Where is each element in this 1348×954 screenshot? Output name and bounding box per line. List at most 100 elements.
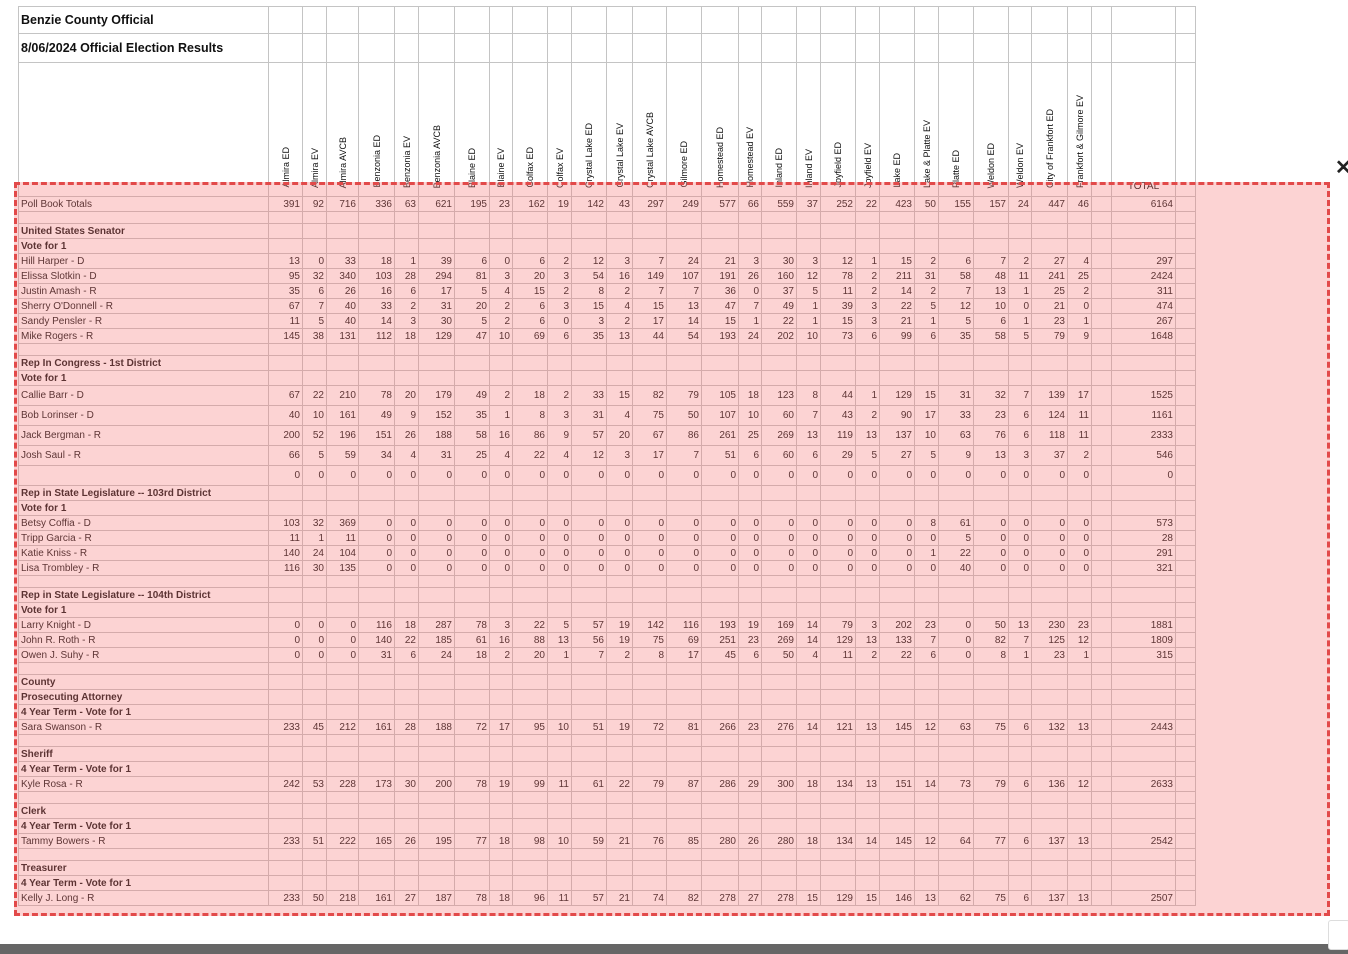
- vote-count-cell[interactable]: 82: [666, 890, 702, 906]
- vote-count-cell[interactable]: 212: [326, 719, 359, 735]
- vote-count-cell[interactable]: 7: [973, 253, 1009, 269]
- empty-cell[interactable]: [796, 211, 821, 224]
- empty-cell[interactable]: [454, 860, 490, 876]
- empty-cell[interactable]: [268, 6, 303, 34]
- empty-cell[interactable]: [738, 485, 762, 501]
- vote-count-cell[interactable]: 0: [1031, 545, 1068, 561]
- vote-count-cell[interactable]: 280: [761, 833, 797, 849]
- empty-cell[interactable]: [1175, 385, 1196, 406]
- empty-cell[interactable]: [761, 485, 797, 501]
- empty-cell[interactable]: [358, 485, 395, 501]
- vote-count-cell[interactable]: 137: [1031, 833, 1068, 849]
- empty-cell[interactable]: [879, 761, 915, 777]
- empty-cell[interactable]: [1067, 734, 1092, 747]
- vote-count-cell[interactable]: 7: [914, 632, 939, 648]
- empty-cell[interactable]: [666, 662, 702, 675]
- vote-count-cell[interactable]: 18: [489, 890, 513, 906]
- empty-cell[interactable]: [632, 485, 667, 501]
- precinct-header-cell[interactable]: Benzonia AVCB: [418, 62, 455, 197]
- empty-cell[interactable]: [418, 33, 455, 63]
- empty-cell[interactable]: [666, 674, 702, 690]
- vote-count-cell[interactable]: 43: [820, 405, 856, 426]
- empty-cell[interactable]: [1008, 587, 1032, 603]
- vote-count-cell[interactable]: 22: [879, 298, 915, 314]
- empty-cell[interactable]: [547, 791, 572, 804]
- empty-cell[interactable]: [632, 33, 667, 63]
- vote-count-cell[interactable]: 10: [302, 405, 327, 426]
- empty-cell[interactable]: [1008, 746, 1032, 762]
- vote-count-cell[interactable]: 18: [796, 776, 821, 792]
- vote-count-cell[interactable]: 5: [454, 313, 490, 329]
- vote-count-cell[interactable]: 66: [268, 445, 303, 466]
- empty-cell[interactable]: [1111, 485, 1176, 501]
- empty-cell[interactable]: [547, 860, 572, 876]
- empty-cell[interactable]: [512, 761, 548, 777]
- vote-count-cell[interactable]: 0: [418, 530, 455, 546]
- empty-cell[interactable]: [1091, 355, 1112, 371]
- vote-count-cell[interactable]: 0: [973, 560, 1009, 576]
- empty-cell[interactable]: [571, 343, 607, 356]
- precinct-header-cell[interactable]: Joyfield EV: [855, 62, 880, 197]
- empty-cell[interactable]: [738, 238, 762, 254]
- empty-cell[interactable]: [820, 689, 856, 705]
- vote-count-cell[interactable]: 14: [358, 313, 395, 329]
- empty-cell[interactable]: [358, 238, 395, 254]
- empty-cell[interactable]: [268, 734, 303, 747]
- empty-cell[interactable]: [1091, 575, 1112, 588]
- empty-cell[interactable]: [973, 848, 1009, 861]
- vote-count-cell[interactable]: 73: [820, 328, 856, 344]
- empty-cell[interactable]: [973, 818, 1009, 834]
- empty-cell[interactable]: [879, 662, 915, 675]
- sheet-title[interactable]: Benzie County Official: [18, 6, 269, 34]
- vote-count-cell[interactable]: 99: [879, 328, 915, 344]
- empty-cell[interactable]: [1091, 530, 1112, 546]
- vote-count-cell[interactable]: 30: [302, 560, 327, 576]
- vote-count-cell[interactable]: 32: [302, 515, 327, 531]
- empty-cell[interactable]: [1111, 803, 1176, 819]
- empty-cell[interactable]: [973, 6, 1009, 34]
- candidate-label[interactable]: Sara Swanson - R: [18, 719, 269, 735]
- vote-count-cell[interactable]: 11: [268, 530, 303, 546]
- empty-cell[interactable]: [1111, 818, 1176, 834]
- empty-cell[interactable]: [358, 761, 395, 777]
- empty-cell[interactable]: [512, 223, 548, 239]
- empty-cell[interactable]: [394, 689, 419, 705]
- vote-count-cell[interactable]: 140: [268, 545, 303, 561]
- empty-cell[interactable]: [418, 875, 455, 891]
- vote-count-cell[interactable]: 12: [938, 298, 974, 314]
- empty-cell[interactable]: [1175, 33, 1196, 63]
- empty-cell[interactable]: [914, 602, 939, 618]
- empty-cell[interactable]: [571, 355, 607, 371]
- empty-cell[interactable]: [547, 33, 572, 63]
- empty-cell[interactable]: [1175, 425, 1196, 446]
- vote-count-cell[interactable]: 0: [1008, 545, 1032, 561]
- empty-cell[interactable]: [796, 860, 821, 876]
- empty-cell[interactable]: [701, 211, 739, 224]
- empty-cell[interactable]: [938, 860, 974, 876]
- empty-cell[interactable]: [796, 818, 821, 834]
- empty-cell[interactable]: [358, 746, 395, 762]
- empty-cell[interactable]: [738, 674, 762, 690]
- empty-cell[interactable]: [632, 875, 667, 891]
- vote-count-cell[interactable]: 50: [302, 890, 327, 906]
- empty-cell[interactable]: [1091, 761, 1112, 777]
- vote-count-cell[interactable]: 2: [606, 647, 633, 663]
- empty-cell[interactable]: [1175, 500, 1196, 516]
- empty-cell[interactable]: [418, 860, 455, 876]
- empty-cell[interactable]: [761, 818, 797, 834]
- empty-cell[interactable]: [1008, 860, 1032, 876]
- empty-cell[interactable]: [1031, 818, 1068, 834]
- vote-count-cell[interactable]: 0: [914, 465, 939, 486]
- vote-count-cell[interactable]: 0: [738, 545, 762, 561]
- empty-cell[interactable]: [489, 746, 513, 762]
- empty-cell[interactable]: [855, 33, 880, 63]
- empty-cell[interactable]: [512, 355, 548, 371]
- vote-count-cell[interactable]: 22: [512, 617, 548, 633]
- vote-count-cell[interactable]: 3: [547, 268, 572, 284]
- vote-count-cell[interactable]: 0: [606, 545, 633, 561]
- vote-count-cell[interactable]: 0: [938, 647, 974, 663]
- precinct-header-cell[interactable]: Almira AVCB: [326, 62, 359, 197]
- empty-cell[interactable]: [418, 674, 455, 690]
- empty-cell[interactable]: [606, 704, 633, 720]
- vote-count-cell[interactable]: 59: [326, 445, 359, 466]
